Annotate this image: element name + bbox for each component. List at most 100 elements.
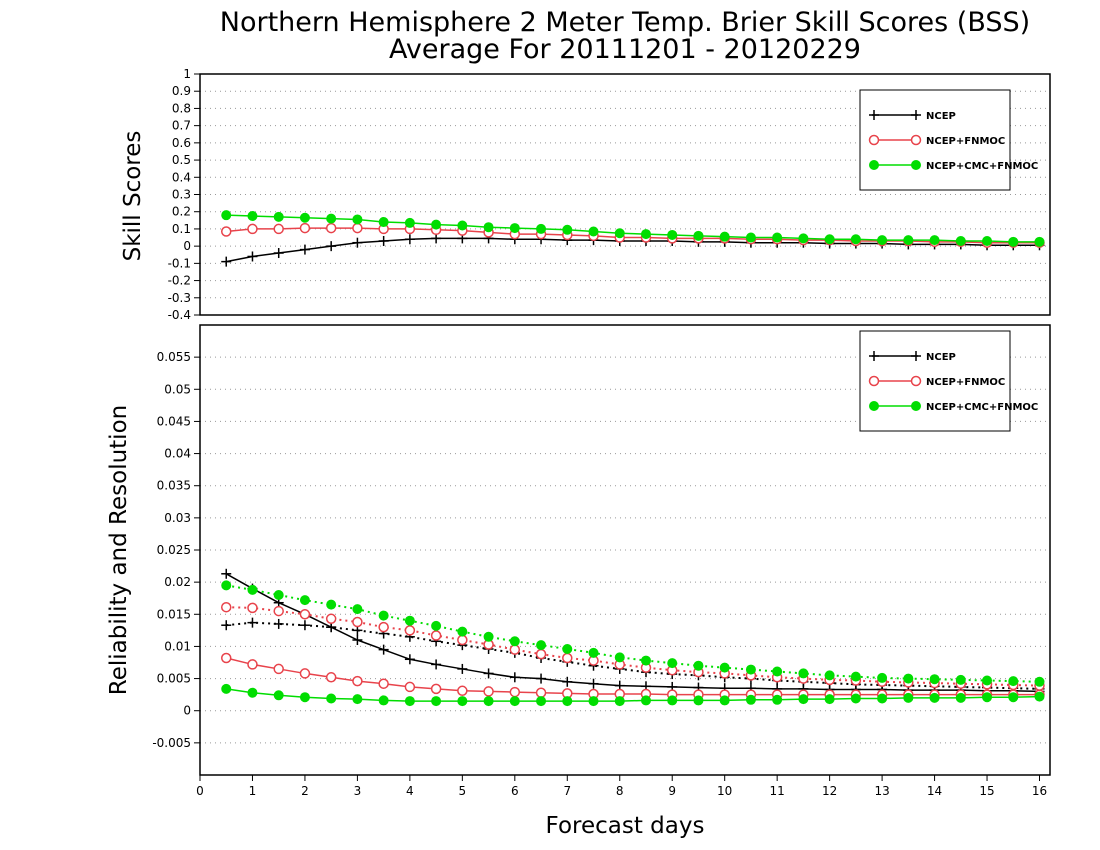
data-point [772,666,783,677]
data-point [431,620,442,631]
y-tick-label: -0.4 [168,308,191,322]
data-point [326,693,337,704]
legend-marker [910,375,922,387]
legend-marker [911,160,921,170]
data-point [352,237,363,248]
reliability-plot-frame [199,324,1051,776]
legend-label: NCEP [926,352,956,363]
y-tick-label: -0.3 [168,291,191,305]
data-point [457,663,468,674]
data-point [221,256,232,267]
data-point [352,694,363,705]
legend-marker [869,160,879,170]
data-point [667,695,678,706]
data-point [352,222,363,234]
legend-label: NCEP+FNMOC [926,377,1005,388]
data-point [640,229,651,240]
data-point [903,692,914,703]
legend-marker [869,110,879,120]
data-point [877,672,888,683]
x-tick-label: 14 [927,784,942,798]
data-point [1034,236,1045,247]
data-point [535,648,547,660]
x-tick-label: 16 [1032,784,1047,798]
legend-item: NCEP [869,351,956,363]
data-point [299,244,310,255]
data-point [693,695,704,706]
skill-score-plot-frame [199,73,1051,316]
data-point [903,673,914,684]
data-point [404,681,416,693]
legend-item: NCEP+CMC+FNMOC [869,401,1038,413]
data-point [378,644,389,655]
data-point [614,652,625,663]
y-tick-label: 0 [183,704,191,718]
data-point [588,647,599,658]
legend-label: NCEP+CMC+FNMOC [926,402,1038,413]
data-point [247,251,258,262]
x-tick-label: 3 [354,784,362,798]
data-point [562,652,573,664]
data-point [1034,691,1045,702]
data-point [1008,676,1019,687]
data-point [273,690,284,701]
data-point [982,675,993,686]
data-point [457,685,468,697]
data-point [326,599,337,610]
skill-score-panel: -0.4 -0.3 -0.2 -0.1 0 0.1 0.2 0.3 0.4 0.5 0.6 0.7 0.… [120,67,1051,322]
data-point [745,664,756,675]
y-tick-label: 0.3 [172,188,191,202]
data-point [562,224,573,235]
data-point [457,220,468,231]
data-point [299,609,311,620]
x-tick-label: 10 [717,784,732,798]
data-point [378,217,389,228]
forecast-day-x-ticks: 0 1 2 3 4 5 6 7 8 9 10 11 12 13 14 15 16 [196,775,1047,798]
data-point [220,226,232,237]
data-point [247,617,258,628]
x-tick-label: 8 [616,784,624,798]
data-point [483,668,494,679]
data-point [588,696,599,707]
data-point [273,618,284,629]
legend-marker [869,351,879,361]
data-point [299,222,311,234]
data-point [719,695,730,706]
data-point [247,211,258,222]
data-point [562,644,573,654]
reliability-resolution-panel: -0.005 0 0.005 0.01 0.015 0.02 0.025 0.03 0.035 0… [106,324,1051,839]
x-tick-label: 1 [249,784,257,798]
data-point [352,214,363,225]
data-point [378,610,389,621]
data-point [378,235,389,246]
data-point [955,692,966,703]
y-tick-label: 0.045 [157,414,191,428]
x-tick-label: 0 [196,784,204,798]
data-point [273,248,284,259]
reliability-gridlines [200,356,1050,744]
legend-item: NCEP+FNMOC [868,375,1005,388]
data-point [1034,676,1045,687]
data-point [509,636,520,647]
x-tick-label: 5 [459,784,467,798]
data-point [483,631,494,642]
data-point [326,213,337,224]
data-point [824,694,835,705]
data-point [299,668,311,679]
data-point [352,635,363,645]
chart-title: Northern Hemisphere 2 Meter Temp. Brier … [220,7,1030,38]
data-point [693,230,704,241]
legend-item: NCEP+FNMOC [868,134,1005,147]
legend-label: NCEP [926,111,956,122]
skill-score-y-ticks: -0.4 -0.3 -0.2 -0.1 0 0.1 0.2 0.3 0.4 0.5 0.6 0.7 0.… [168,67,200,322]
data-point [221,210,232,221]
data-point [247,223,258,235]
data-point [220,601,232,613]
data-point [220,652,232,664]
data-point [221,580,232,591]
data-point [483,686,494,697]
data-point [929,692,940,703]
data-point [273,605,284,617]
data-point [457,696,468,707]
y-tick-label: 1 [183,67,191,81]
